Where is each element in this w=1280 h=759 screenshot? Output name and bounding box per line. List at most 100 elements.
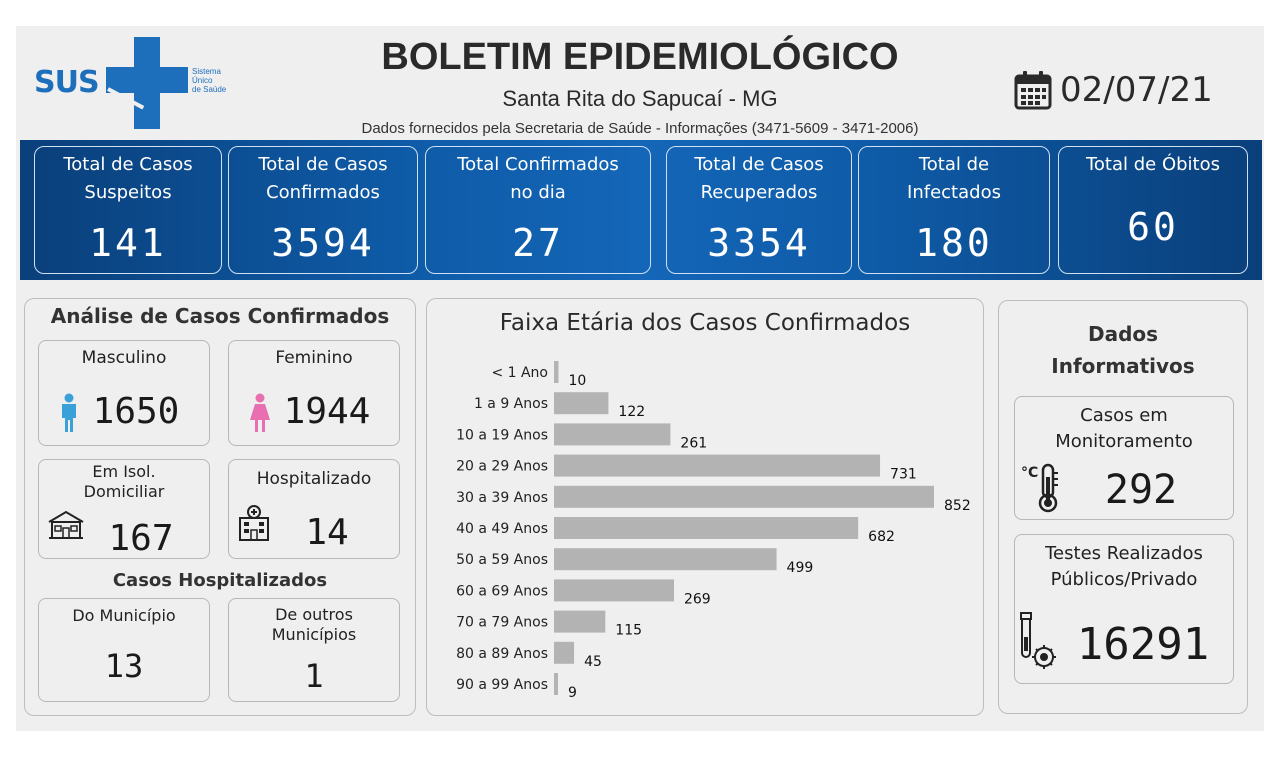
- age-bar: [554, 423, 671, 446]
- other-municipalities-card: De outros Municípios 1: [228, 598, 400, 702]
- age-bar: [554, 517, 859, 539]
- municipality-label: Do Município: [72, 606, 176, 625]
- bar-data-label: 852: [944, 498, 971, 514]
- category-label: 70 a 79 Anos: [456, 615, 548, 631]
- bar-data-label: 122: [618, 404, 645, 420]
- info-title-line: Dados: [1087, 322, 1159, 346]
- male-icon: [62, 393, 76, 432]
- male-value: 1650: [92, 391, 180, 432]
- other-municipalities-label: De outros Municípios: [229, 599, 399, 645]
- label-line: De outros: [275, 605, 353, 624]
- stat-suspected: Total de Casos Suspeitos 141: [34, 146, 222, 274]
- summary-band: [20, 140, 1262, 280]
- age-bar: [554, 392, 609, 415]
- municipality-value: 13: [104, 647, 144, 685]
- bar-data-label: 731: [890, 467, 917, 483]
- stat-label-line: no dia: [510, 182, 566, 203]
- stat-label-line: Infectados: [907, 182, 1001, 203]
- logo-sub-line: Sistema: [192, 67, 221, 76]
- male-label: Masculino: [81, 348, 167, 368]
- stat-value: 3354: [707, 221, 811, 265]
- label-line: Em Isol.: [92, 462, 156, 481]
- stat-value: 180: [915, 221, 993, 265]
- info-title-line: Informativos: [1051, 354, 1195, 378]
- stat-label-line: Total Confirmados: [457, 154, 619, 175]
- bar-data-label: 269: [684, 591, 711, 607]
- stat-label-line: Recuperados: [700, 182, 818, 203]
- date-value: 02/07/21: [1060, 70, 1213, 110]
- home-isolation-value: 167: [108, 518, 174, 559]
- stat-value: 60: [1127, 205, 1179, 249]
- stat-label: Total de Infectados: [859, 147, 1049, 207]
- bar-data-label: 499: [787, 560, 814, 576]
- label-line: Domiciliar: [83, 482, 165, 501]
- female-value: 1944: [283, 391, 371, 432]
- stat-label: Total de Casos Confirmados: [229, 147, 417, 207]
- bar-data-label: 261: [680, 435, 707, 451]
- stat-label: Total de Casos Recuperados: [667, 147, 851, 207]
- age-bar: [554, 641, 575, 664]
- stat-label-line: Total de Casos: [258, 154, 388, 175]
- tests-value: 16291: [1076, 619, 1210, 670]
- age-bar: [554, 485, 934, 508]
- male-card: Masculino 1650: [38, 340, 210, 446]
- hospitalized-label: Hospitalizado: [256, 469, 372, 489]
- home-isolation-card: Em Isol. Domiciliar 167: [38, 459, 210, 559]
- age-bar: [554, 454, 881, 477]
- stat-value: 141: [89, 221, 167, 265]
- municipality-card: Do Município 13: [38, 598, 210, 702]
- hospitalized-cases-title: Casos Hospitalizados: [112, 570, 328, 591]
- stat-label-line: Total de: [918, 154, 990, 175]
- tests-card: Testes Realizados Públicos/Privado 16291: [1014, 534, 1234, 684]
- stat-label-line: Suspeitos: [84, 182, 172, 203]
- category-label: 90 a 99 Anos: [456, 677, 548, 693]
- stat-value: 27: [512, 221, 564, 265]
- info-title: Dados Informativos: [998, 318, 1248, 382]
- age-bar: [554, 579, 674, 602]
- analysis-title: Análise de Casos Confirmados: [50, 304, 390, 328]
- tests-label: Testes Realizados Públicos/Privado: [1015, 535, 1233, 593]
- bar-data-label: 682: [868, 529, 895, 545]
- calendar-icon: [1014, 71, 1052, 110]
- hospitalized-value: 14: [305, 512, 349, 553]
- label-line: Públicos/Privado: [1050, 569, 1198, 590]
- label-line: Casos em: [1080, 405, 1168, 426]
- chart-title: Faixa Etária dos Casos Confirmados: [499, 310, 911, 336]
- monitoring-value: 292: [1104, 467, 1178, 513]
- female-icon: [250, 393, 270, 432]
- house-icon: [48, 510, 84, 539]
- other-municipalities-value: 1: [304, 657, 324, 695]
- age-bar: [554, 673, 559, 695]
- female-label: Feminino: [275, 348, 353, 368]
- stat-confirmed-today: Total Confirmados no dia 27: [425, 146, 651, 274]
- age-bar: [554, 610, 606, 633]
- logo-sub-line: de Saúde: [192, 85, 227, 94]
- home-isolation-label: Em Isol. Domiciliar: [39, 460, 209, 502]
- category-label: 10 a 19 Anos: [456, 427, 548, 443]
- logo-subtitle: Sistema Único de Saúde: [192, 67, 226, 94]
- svg-text:°C: °C: [1021, 465, 1038, 481]
- category-label: 20 a 29 Anos: [456, 459, 548, 475]
- logo-sub-line: Único: [192, 76, 213, 85]
- sus-logo: SUS Sistema Único de Saúde: [34, 37, 244, 129]
- monitoring-card: Casos em Monitoramento °C 292: [1014, 396, 1234, 520]
- bar-data-label: 45: [584, 654, 602, 670]
- hospitalized-card: Hospitalizado 14: [228, 459, 400, 559]
- stat-recovered: Total de Casos Recuperados 3354: [666, 146, 852, 274]
- stat-label-line: Total de Casos: [694, 154, 824, 175]
- stat-label-line: Confirmados: [266, 182, 380, 203]
- page-title: BOLETIM EPIDEMIOLÓGICO: [381, 36, 899, 78]
- female-card: Feminino 1944: [228, 340, 400, 446]
- logo-cross-horizontal: [106, 67, 188, 93]
- age-bar: [554, 548, 777, 571]
- city-name: Santa Rita do Sapucaí - MG: [502, 86, 778, 111]
- stat-label: Total de Casos Suspeitos: [35, 147, 221, 207]
- stat-value: 3594: [271, 221, 375, 265]
- category-label: 60 a 69 Anos: [456, 583, 548, 599]
- category-label: 30 a 39 Anos: [456, 490, 548, 506]
- age-bar-chart: < 1 Ano 10 1 a 9 Anos 122 10 a 19 Anos 261 20 …: [456, 361, 971, 701]
- category-label: < 1 Ano: [491, 365, 548, 381]
- hospital-icon: [239, 505, 269, 541]
- label-line: Monitoramento: [1055, 431, 1193, 452]
- label-line: Testes Realizados: [1045, 543, 1203, 564]
